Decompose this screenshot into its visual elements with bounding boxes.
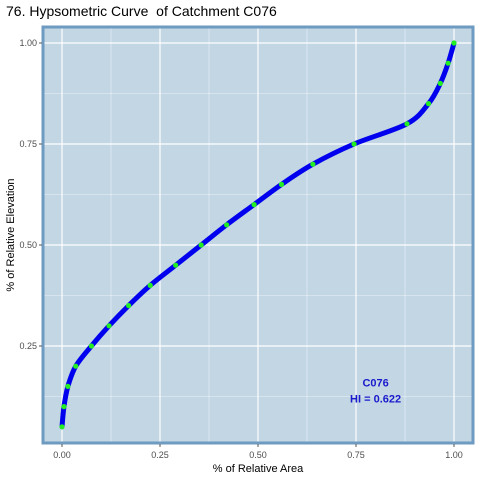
plot-border: [41, 25, 475, 445]
x-tick-label: 1.00: [445, 450, 463, 460]
y-tick-label: 0.75: [19, 139, 37, 149]
data-point: [351, 141, 357, 147]
x-tick-label: 0.25: [151, 450, 169, 460]
data-point: [404, 121, 410, 127]
x-tick-label: 0.00: [53, 450, 71, 460]
annotation-label: HI = 0.622: [350, 394, 401, 406]
x-axis-title: % of Relative Area: [213, 463, 304, 475]
data-point: [278, 181, 285, 187]
y-tick-label: 1.00: [19, 38, 37, 48]
chart-title: 76. Hypsometric Curve of Catchment C076: [6, 3, 277, 19]
y-tick-label: 0.25: [19, 341, 37, 351]
data-point: [147, 282, 153, 288]
data-point: [425, 101, 432, 107]
y-tick-label: 0.50: [19, 240, 37, 250]
grid-lines: [43, 27, 473, 443]
data-point: [437, 80, 443, 86]
data-point: [65, 383, 71, 389]
data-point: [73, 363, 79, 369]
data-point: [445, 60, 451, 66]
axis-ticks: 0.00 0.25 0.50 0.75 1.00 0.25 0.50 0.75 1.00: [19, 38, 462, 460]
y-axis-title: % of Relative Elevation: [5, 178, 17, 291]
data-point: [173, 262, 179, 268]
data-point: [251, 202, 257, 208]
data-point: [88, 343, 94, 349]
x-tick-label: 0.50: [249, 450, 267, 460]
x-tick-label: 0.75: [347, 450, 365, 460]
annotation-label: C076: [362, 377, 388, 389]
data-point: [310, 161, 316, 167]
data-point: [451, 40, 457, 46]
data-point: [106, 323, 112, 329]
data-point: [59, 424, 65, 430]
data-point: [61, 404, 67, 410]
data-point: [198, 242, 204, 248]
annotation-group: C076 HI = 0.622: [350, 377, 401, 405]
data-point: [224, 222, 230, 228]
data-point: [126, 303, 132, 309]
series-points-group: [59, 40, 457, 430]
